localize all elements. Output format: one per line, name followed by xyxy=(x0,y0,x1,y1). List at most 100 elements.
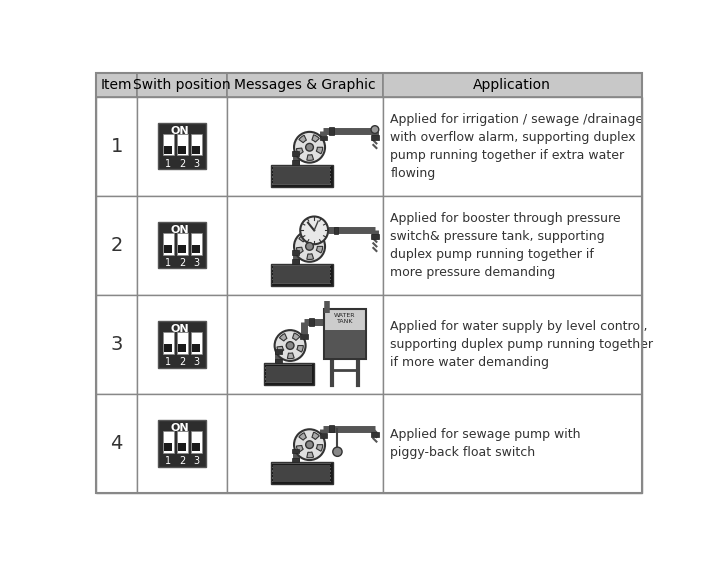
Text: 2: 2 xyxy=(179,357,185,367)
Bar xyxy=(320,136,328,140)
Bar xyxy=(265,367,312,369)
Circle shape xyxy=(294,429,325,460)
Circle shape xyxy=(306,242,313,250)
Bar xyxy=(272,283,331,284)
Bar xyxy=(273,167,330,184)
Bar xyxy=(272,275,331,277)
Bar xyxy=(325,330,364,358)
Bar xyxy=(382,196,642,295)
Bar xyxy=(227,73,382,96)
Bar xyxy=(164,146,172,154)
Bar xyxy=(271,264,333,286)
Circle shape xyxy=(371,126,379,134)
Bar xyxy=(163,431,174,453)
Bar xyxy=(382,96,642,196)
Text: WATER
TANK: WATER TANK xyxy=(334,313,356,324)
Wedge shape xyxy=(299,234,307,242)
Wedge shape xyxy=(312,432,320,439)
Bar xyxy=(371,234,379,239)
Bar xyxy=(176,332,187,353)
Text: 2: 2 xyxy=(179,456,185,466)
Text: Application: Application xyxy=(473,78,551,92)
Bar xyxy=(274,350,282,354)
Text: 3: 3 xyxy=(110,335,123,354)
Circle shape xyxy=(287,342,294,350)
Wedge shape xyxy=(287,353,294,358)
Bar xyxy=(137,295,227,394)
Bar xyxy=(272,272,331,273)
Wedge shape xyxy=(307,254,314,260)
Bar xyxy=(292,250,300,255)
Bar xyxy=(329,127,333,135)
Bar xyxy=(273,266,330,283)
Wedge shape xyxy=(307,452,314,458)
Text: 1: 1 xyxy=(165,456,171,466)
Bar xyxy=(300,334,308,339)
Bar xyxy=(265,371,312,373)
Bar xyxy=(179,146,186,154)
Wedge shape xyxy=(297,148,303,155)
Wedge shape xyxy=(316,246,323,253)
Text: Applied for water supply by level control,
supporting duplex pump running togeth: Applied for water supply by level contro… xyxy=(390,320,653,369)
Wedge shape xyxy=(277,346,284,353)
Text: 3: 3 xyxy=(193,456,199,466)
Text: Applied for sewage pump with
piggy-back float switch: Applied for sewage pump with piggy-back … xyxy=(390,428,581,459)
Bar xyxy=(191,233,202,255)
Wedge shape xyxy=(297,445,303,452)
Text: ON: ON xyxy=(171,225,189,235)
Wedge shape xyxy=(299,135,307,142)
Bar xyxy=(227,96,382,196)
Wedge shape xyxy=(316,445,323,451)
Circle shape xyxy=(333,447,342,456)
Bar xyxy=(164,344,172,352)
Text: Applied for booster through pressure
switch& pressure tank, supporting
duplex pu: Applied for booster through pressure swi… xyxy=(390,212,621,279)
Bar xyxy=(227,295,382,394)
Text: 4: 4 xyxy=(110,434,123,453)
Bar xyxy=(292,260,300,264)
Bar xyxy=(265,375,312,376)
Bar xyxy=(137,394,227,493)
Text: Applied for irrigation / sewage /drainage
with overflow alarm, supporting duplex: Applied for irrigation / sewage /drainag… xyxy=(390,113,644,180)
Bar xyxy=(382,73,642,96)
Bar xyxy=(191,431,202,453)
Bar xyxy=(163,134,174,155)
Bar xyxy=(272,165,331,167)
Bar xyxy=(176,431,187,453)
Bar xyxy=(179,245,186,253)
Bar xyxy=(163,332,174,353)
Bar xyxy=(163,233,174,255)
Bar xyxy=(382,295,642,394)
Bar xyxy=(323,309,366,359)
Bar xyxy=(272,463,331,465)
Text: 2: 2 xyxy=(110,236,123,255)
Bar xyxy=(96,73,137,96)
Wedge shape xyxy=(312,135,320,142)
Text: ON: ON xyxy=(171,324,189,334)
Bar xyxy=(292,151,300,156)
Bar xyxy=(158,420,206,467)
Wedge shape xyxy=(292,333,300,341)
Bar xyxy=(273,465,330,482)
Circle shape xyxy=(294,231,325,262)
Text: ON: ON xyxy=(171,126,189,136)
Bar xyxy=(158,222,206,268)
Text: 3: 3 xyxy=(193,357,199,367)
Circle shape xyxy=(274,330,305,361)
Wedge shape xyxy=(316,147,323,154)
Bar xyxy=(164,443,172,451)
Bar xyxy=(192,245,200,253)
Bar xyxy=(266,366,312,383)
Bar xyxy=(272,279,331,280)
Bar xyxy=(265,364,312,365)
Bar xyxy=(191,134,202,155)
Bar xyxy=(271,165,333,186)
Circle shape xyxy=(306,441,313,448)
Bar xyxy=(292,458,300,462)
Text: ON: ON xyxy=(171,423,189,433)
Wedge shape xyxy=(279,334,287,341)
Bar xyxy=(292,160,300,165)
Bar xyxy=(310,318,314,325)
Text: 1: 1 xyxy=(165,258,171,268)
Bar xyxy=(310,235,318,240)
Circle shape xyxy=(306,144,313,151)
